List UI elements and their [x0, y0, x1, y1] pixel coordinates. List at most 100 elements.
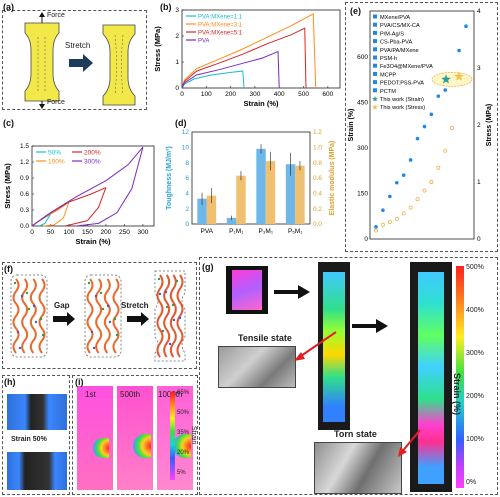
stress-point — [422, 188, 427, 193]
x-tick-label: 200 — [225, 91, 236, 98]
colorbar-i-label: Strain — [190, 426, 197, 445]
fiber — [29, 278, 37, 354]
y-tick-label: 0 — [185, 221, 189, 228]
legend-marker — [373, 71, 377, 76]
series-line — [181, 70, 245, 89]
fiber — [103, 278, 111, 354]
x-tick-label: 100 — [64, 229, 75, 236]
colorbar-g-tick: 100% — [466, 436, 484, 443]
y-tick-label: 1.5 — [20, 143, 29, 150]
unloading-curve — [39, 214, 51, 227]
strain-point — [415, 136, 420, 141]
strain-point — [394, 180, 399, 185]
photo-top — [7, 394, 67, 430]
stretch-arrow-f — [127, 312, 149, 326]
y-tick-label: 1 — [175, 59, 179, 66]
legend-entry: 200% — [84, 150, 101, 157]
fiber — [163, 274, 171, 358]
particle — [34, 320, 38, 324]
particle — [161, 329, 165, 333]
y-axis-label: Stress (MPa) — [3, 163, 12, 209]
x-tick-label: 250 — [119, 229, 130, 236]
colorbar-g — [456, 266, 464, 488]
sample-torn — [410, 262, 452, 492]
y2-axis-label: Stress (MPa) — [486, 104, 493, 146]
legend-marker — [372, 104, 378, 110]
sem-torn — [314, 442, 402, 494]
panel-b: 0 100 200 300 400 500 600 0 1 2 3 Strain (%) Stress … — [152, 4, 347, 112]
stress-point — [380, 222, 385, 227]
highlight-ellipse — [431, 72, 473, 87]
particle — [172, 318, 176, 322]
particle — [157, 277, 161, 281]
y-tick-label: 0.9 — [20, 175, 29, 182]
colorbar-g-label: Strain (%) — [452, 373, 462, 416]
sample-stretched — [318, 262, 350, 430]
y-tick-label: 12 — [182, 129, 190, 136]
series-line — [181, 50, 280, 89]
y-tick-label: 450 — [357, 99, 368, 106]
y-tick-label: 0 — [364, 236, 368, 243]
colorbar-i-tick: 65% — [177, 390, 190, 396]
legend-marker — [373, 63, 377, 68]
sem-tensile — [218, 346, 296, 388]
stress-point — [374, 228, 378, 233]
category-label: P₅M₁ — [288, 228, 303, 235]
colorbar-i-tick: 50% — [177, 410, 190, 416]
chart-e: 0 150 300 450 600 0 1 2 3 4 Strain (%) Stress (MPa)… — [348, 8, 493, 243]
panel-a: Force Force Stretch — [2, 10, 147, 110]
y-tick-label: 150 — [357, 191, 368, 198]
chart-b: 0 100 200 300 400 500 600 0 1 2 3 Strain (%) Stress … — [153, 7, 341, 108]
particle — [115, 333, 119, 337]
y2-tick-label: 3 — [477, 65, 481, 72]
arrow-g2 — [352, 319, 388, 333]
panel-i: 1st 500th 1000th — [72, 375, 198, 495]
label-d: (d) — [175, 118, 187, 128]
stress-point — [429, 180, 434, 184]
legend-entry: CS-Pba-PVA — [380, 40, 412, 46]
modulus-bar — [295, 165, 305, 224]
loading-curve — [31, 187, 107, 227]
colorbar-g-tick: 500% — [466, 264, 484, 271]
force-top-label: Force — [47, 12, 65, 19]
y2-tick-label: 4 — [477, 8, 481, 15]
x-tick-label: 200 — [101, 229, 112, 236]
stress-point — [408, 205, 413, 210]
legend-marker — [373, 80, 377, 85]
strain-point — [464, 24, 468, 29]
y-tick-label: 6 — [185, 175, 189, 182]
panel-f: Gap Stretch — [2, 262, 197, 369]
label-f: (f) — [4, 264, 13, 274]
arrow-g1 — [274, 285, 310, 299]
label-e: (e) — [350, 6, 361, 16]
this-work-stress-star — [454, 71, 464, 81]
strain-point — [436, 94, 441, 98]
strain-point — [388, 194, 392, 199]
x-tick-label: 100 — [201, 91, 212, 98]
strain-point — [374, 225, 378, 229]
particle — [41, 333, 45, 337]
legend-entry: P/M-Ag/S — [380, 31, 404, 37]
legend-entry: This work (Stress) — [380, 105, 425, 111]
panel-g: Tensile state Torn state 500% 400% 300% 200… — [199, 257, 498, 495]
fiber — [38, 278, 46, 354]
modulus-bar — [236, 175, 246, 224]
particle — [94, 294, 98, 298]
unloading-curve — [43, 201, 70, 227]
arrow-torn — [398, 429, 421, 457]
legend-entry: PEDOT:PSS-PVA — [380, 81, 424, 87]
x-tick-label: 0 — [30, 229, 34, 236]
stress-point — [436, 165, 441, 170]
stress-point — [394, 217, 399, 221]
y2-axis-label: Elastic modulus (MPa) — [329, 141, 336, 216]
fiber — [169, 274, 177, 358]
particle — [168, 342, 172, 346]
particle — [13, 281, 17, 285]
y-tick-label: 2 — [175, 33, 179, 40]
stress-point — [401, 211, 406, 216]
gap-arrow — [53, 312, 75, 326]
particle — [39, 317, 43, 321]
x-tick-label: 400 — [274, 91, 285, 98]
x-axis-label: Strain (%) — [243, 99, 279, 108]
modulus-bar — [265, 161, 276, 224]
